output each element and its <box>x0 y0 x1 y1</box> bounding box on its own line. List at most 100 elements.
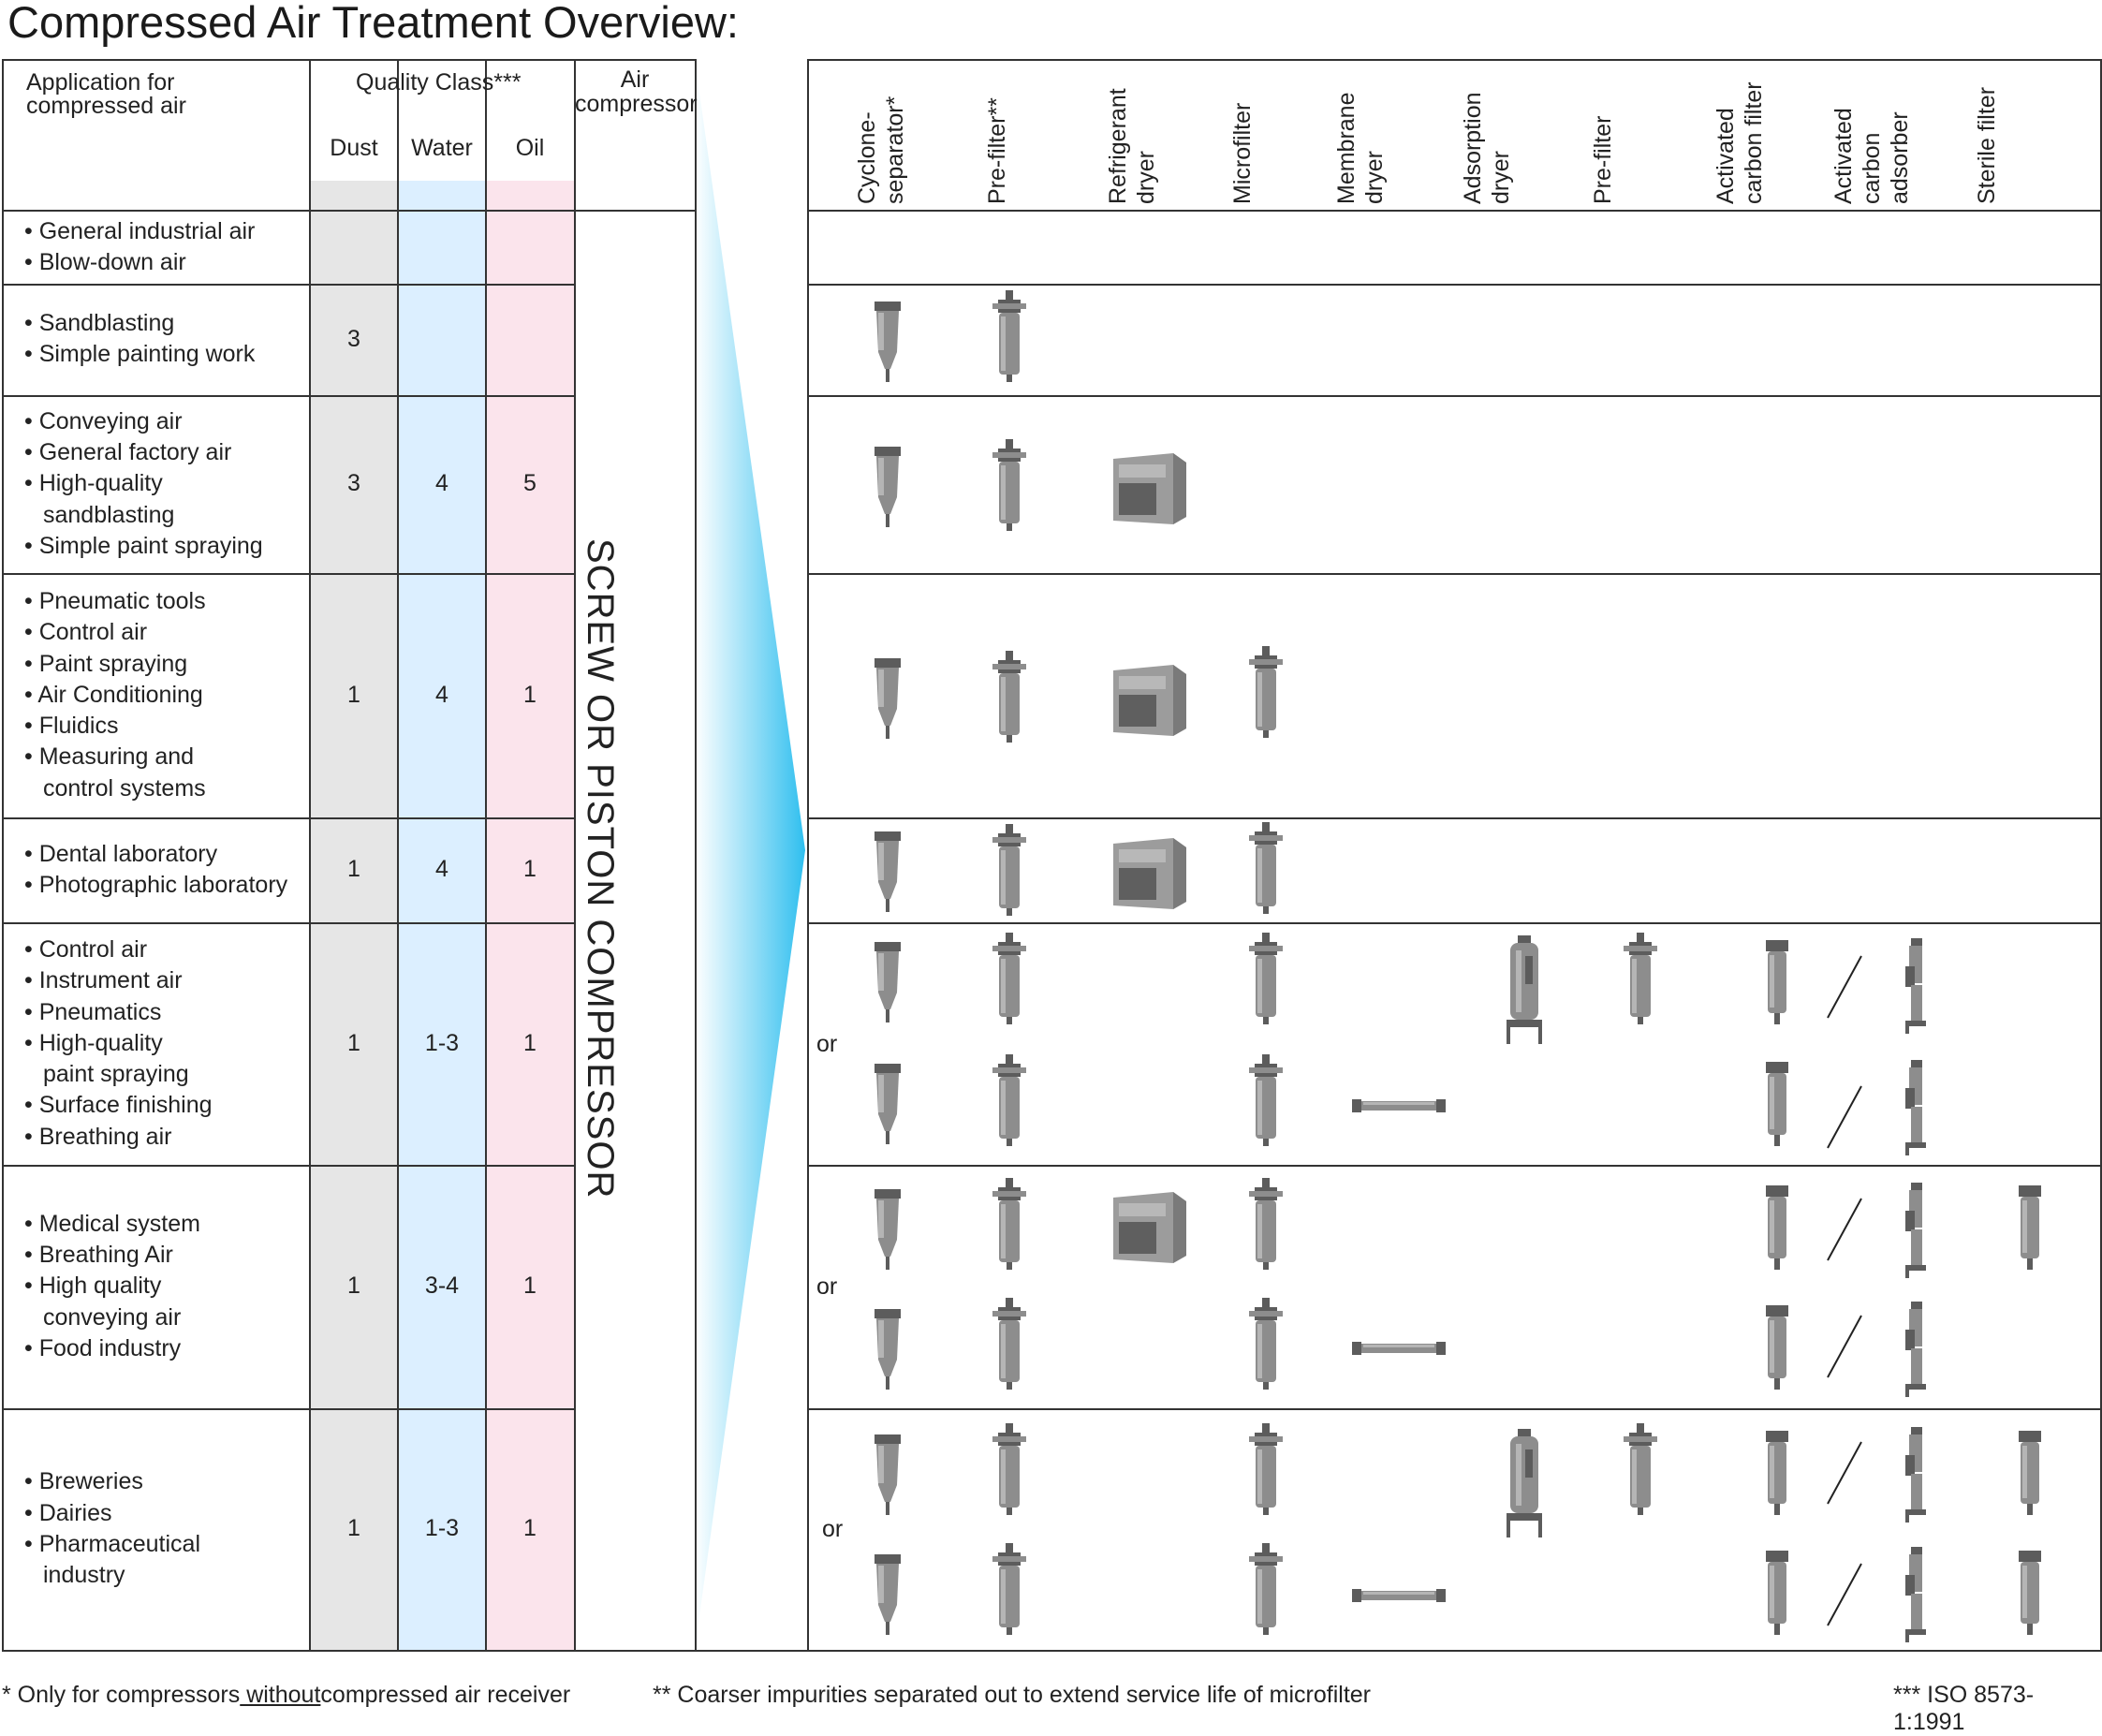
row-divider <box>2 395 574 397</box>
microfilter-icon <box>1249 933 1283 1024</box>
column-header-0-line1: separator* <box>882 96 908 204</box>
dust-class-value: 3 <box>347 325 360 352</box>
column-header-7-line0: Activated <box>1712 108 1739 204</box>
application-item: conveying air <box>43 1303 182 1331</box>
application-item: paint spraying <box>43 1061 189 1088</box>
water-class-value: 1-3 <box>424 1515 460 1541</box>
oil-band <box>486 181 574 1650</box>
cyclone-separator-icon <box>875 302 901 382</box>
microfilter-icon <box>1249 1423 1283 1515</box>
application-item: • General industrial air <box>24 217 256 244</box>
activated-carbon-filter-icon <box>1766 1305 1788 1390</box>
microfilter-icon <box>1249 822 1283 914</box>
column-header-8-line1: carbon <box>1859 132 1885 204</box>
water-class-value: 4 <box>435 856 448 882</box>
dust-band <box>310 181 398 1650</box>
activated-carbon-adsorber-icon <box>1905 1547 1926 1642</box>
column-divider <box>485 59 487 1652</box>
application-item: • Medical system <box>24 1210 200 1237</box>
application-item: • Air Conditioning <box>24 681 203 708</box>
application-list: • Sandblasting • Simple painting work <box>24 308 255 371</box>
application-list: • Breweries • Dairies • Pharmaceutical ind… <box>24 1466 200 1591</box>
dust-class-value: 1 <box>347 1515 360 1541</box>
alternative-slash-icon <box>1827 1315 1862 1378</box>
application-item: • Measuring and <box>24 743 195 771</box>
application-item: • Dental laboratory <box>24 840 218 867</box>
column-divider <box>2100 59 2102 1652</box>
adsorption-dryer-icon <box>1507 935 1542 1044</box>
pre-filter-icon <box>992 933 1026 1024</box>
water-class-value: 3-4 <box>424 1273 460 1299</box>
application-item: industry <box>43 1562 125 1589</box>
activated-carbon-filter-icon <box>1766 1551 1788 1635</box>
row-divider <box>807 817 2102 819</box>
dust-class-value: 1 <box>347 1273 360 1299</box>
application-item: • Blow-down air <box>24 248 186 275</box>
row-divider <box>807 284 2102 286</box>
application-item: • Sandblasting <box>24 310 175 337</box>
application-item: control systems <box>43 774 206 802</box>
column-divider <box>574 59 576 1652</box>
row-divider <box>2 573 574 575</box>
application-item: • High-quality <box>24 1029 163 1056</box>
compressor-header-line2: compressor <box>575 91 698 117</box>
alternative-slash-icon <box>1827 1085 1862 1149</box>
pre-filter-icon <box>992 1178 1026 1270</box>
application-list: • Pneumatic tools • Control air • Paint sp… <box>24 586 206 804</box>
cyclone-separator-icon <box>875 447 901 527</box>
column-divider <box>397 59 399 1652</box>
cyclone-separator-icon <box>875 942 901 1022</box>
page-title: Compressed Air Treatment Overview: <box>7 0 739 47</box>
application-list: • Control air • Instrument air • Pneumatic… <box>24 934 213 1153</box>
oil-class-value: 5 <box>523 470 537 496</box>
column-divider <box>309 59 311 1652</box>
dust-header: Dust <box>330 135 378 161</box>
oil-class-value: 1 <box>523 681 537 708</box>
alternative-slash-icon <box>1827 1563 1862 1626</box>
pre-filter-icon <box>992 651 1026 743</box>
application-item: • Pneumatics <box>24 998 162 1025</box>
application-item: • Conveying air <box>24 407 183 434</box>
activated-carbon-filter-icon <box>1766 940 1788 1024</box>
activated-carbon-adsorber-icon <box>1905 1427 1926 1523</box>
row-divider <box>2 284 574 286</box>
application-item: • Dairies <box>24 1499 112 1526</box>
refrigerant-dryer-icon <box>1113 453 1186 524</box>
application-item: • Breathing air <box>24 1123 172 1150</box>
activated-carbon-adsorber-icon <box>1905 1183 1926 1278</box>
water-class-value: 4 <box>435 681 448 708</box>
footnote-1-post: compressed air receiver <box>320 1682 571 1708</box>
membrane-dryer-icon <box>1352 1099 1446 1112</box>
application-item: • High quality <box>24 1273 162 1300</box>
application-list: • Conveying air • General factory air • Hi… <box>24 406 263 562</box>
row-divider <box>2 922 574 924</box>
activated-carbon-adsorber-icon <box>1905 938 1926 1034</box>
column-header-2-line0: Refrigerant <box>1105 88 1131 204</box>
application-item: • Photographic laboratory <box>24 871 288 898</box>
column-header-4-line1: dryer <box>1361 151 1388 204</box>
row-divider <box>2 1650 574 1652</box>
footnote-2: ** Coarser impurities separated out to e… <box>653 1682 1371 1708</box>
application-item: • Food industry <box>24 1334 182 1361</box>
column-divider <box>397 181 399 211</box>
activated-carbon-adsorber-icon <box>1905 1060 1926 1155</box>
dust-class-value: 1 <box>347 1029 360 1056</box>
pre-filter-icon <box>992 1543 1026 1635</box>
membrane-dryer-icon <box>1352 1589 1446 1602</box>
column-header-8-line0: Activated <box>1830 108 1857 204</box>
application-item: • Pharmaceutical <box>24 1530 201 1557</box>
pre-filter-icon <box>1624 933 1657 1024</box>
header-bottom-border <box>807 210 2102 212</box>
column-header-1-line0: Pre-filter** <box>984 97 1010 204</box>
application-item: sandblasting <box>43 501 175 528</box>
refrigerant-dryer-icon <box>1113 665 1186 736</box>
application-item: • Fluidics <box>24 713 119 740</box>
application-item: • Control air <box>24 935 148 963</box>
table-top-border <box>807 59 2102 61</box>
microfilter-icon <box>1249 1543 1283 1635</box>
application-item: • Simple painting work <box>24 341 256 368</box>
or-label: or <box>816 1273 838 1300</box>
microfilter-icon <box>1249 1054 1283 1146</box>
compressor-header-line1: Air <box>620 66 650 93</box>
application-item: • Paint spraying <box>24 650 188 677</box>
